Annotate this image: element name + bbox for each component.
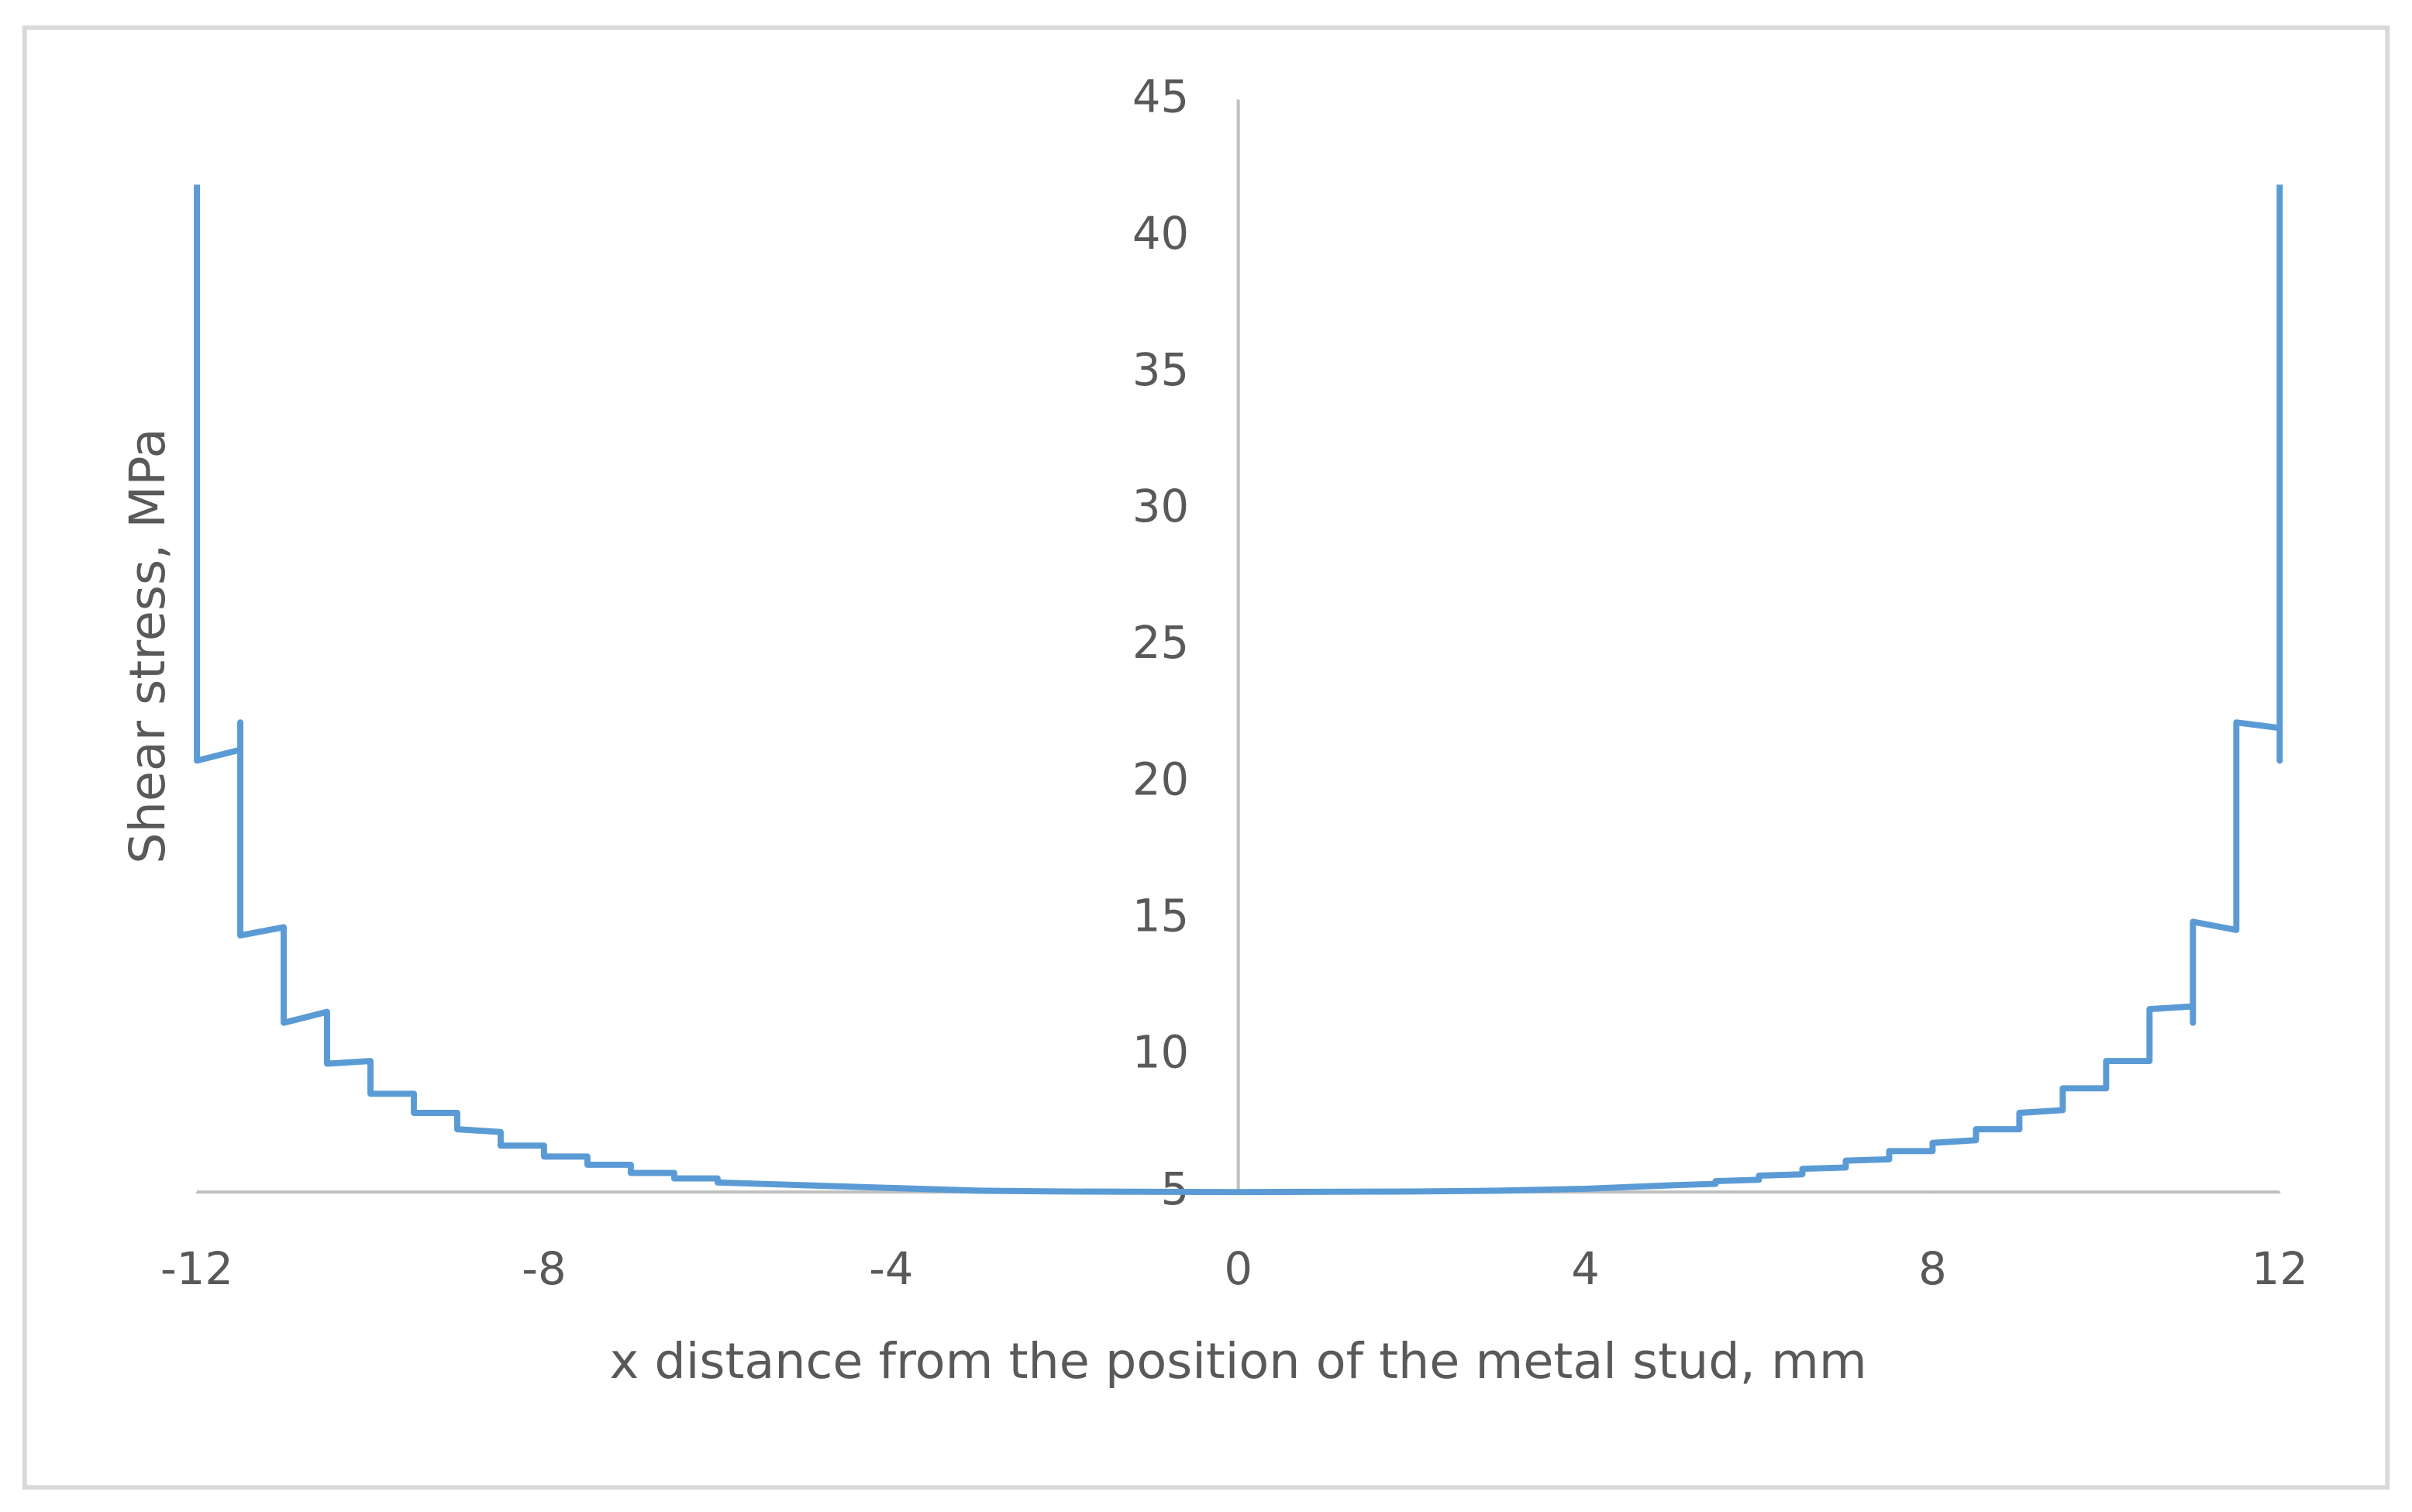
y-tick-label: 40 (1132, 208, 1189, 260)
y-tick-label: 30 (1132, 480, 1189, 532)
x-tick-label: 4 (1571, 1243, 1600, 1295)
x-tick-label: -4 (869, 1243, 913, 1295)
x-axis-title: x distance from the position of the meta… (610, 1332, 1867, 1390)
y-axis-title: Shear stress, MPa (119, 428, 176, 863)
x-tick-label: -12 (160, 1243, 233, 1295)
y-tick-label: 20 (1132, 753, 1189, 805)
y-tick-label: 45 (1132, 71, 1189, 123)
chart-border (22, 25, 2390, 1490)
x-tick-label: 0 (1224, 1243, 1253, 1295)
y-tick-label: 15 (1132, 890, 1189, 942)
x-tick-label: 12 (2252, 1243, 2308, 1295)
y-tick-label: 10 (1132, 1027, 1189, 1079)
y-tick-label: 35 (1132, 344, 1189, 396)
y-tick-label: 25 (1132, 617, 1189, 669)
x-tick-label: 8 (1918, 1243, 1947, 1295)
x-tick-label: -8 (522, 1243, 566, 1295)
data-line (194, 184, 2283, 1196)
